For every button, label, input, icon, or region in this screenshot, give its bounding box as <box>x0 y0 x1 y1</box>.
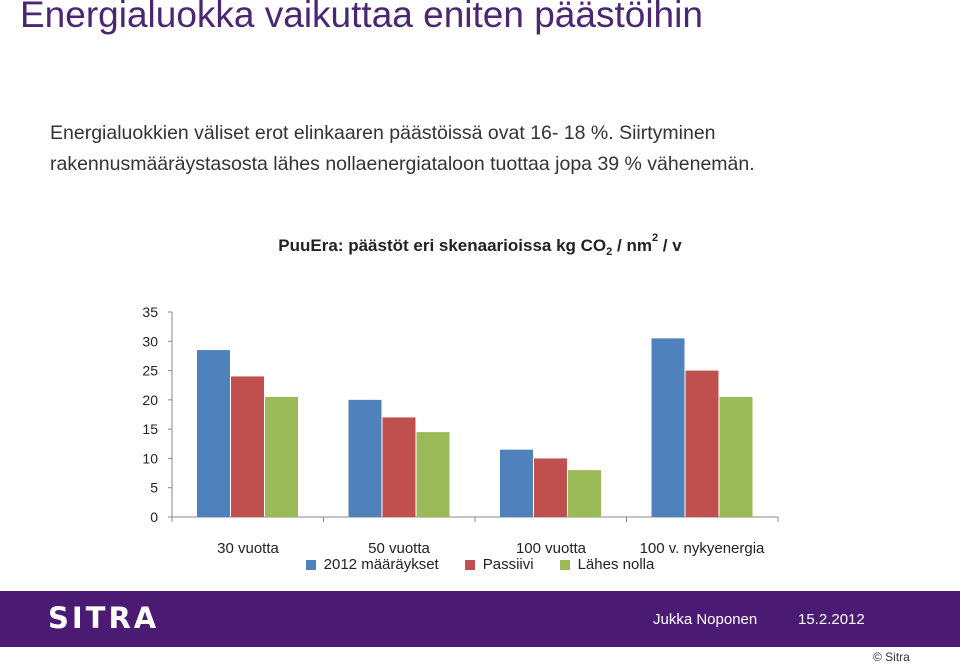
bar-2012-1 <box>348 399 382 517</box>
x-category-label: 50 vuotta <box>368 540 430 557</box>
bar-lahes-nolla-3 <box>719 396 753 517</box>
intro-text: Energialuokkien väliset erot elinkaaren … <box>50 118 930 180</box>
bar-passiivi-1 <box>382 417 416 517</box>
chart-title-end: / v <box>658 236 682 255</box>
chart-title-subscript: 2 <box>606 246 613 258</box>
x-category-label: 100 v. nykyenergia <box>640 540 765 557</box>
footer-bar: SITRA Jukka Noponen 15.2.2012 <box>0 591 960 647</box>
chart-title-mid: / nm <box>612 236 652 255</box>
y-tick-label: 15 <box>142 421 158 437</box>
bar-passiivi-3 <box>685 370 719 517</box>
y-tick-label: 35 <box>142 304 158 320</box>
slide-title: Energialuokka vaikuttaa eniten päästöihi… <box>20 0 703 35</box>
chart-title: PuuEra: päästöt eri skenaarioissa kg CO2… <box>0 232 960 258</box>
bar-passiivi-0 <box>231 376 264 517</box>
chart-legend: 2012 määräykset Passiivi Lähes nolla <box>0 556 960 573</box>
x-category-label: 100 vuotta <box>516 540 587 557</box>
footer-date: 15.2.2012 <box>798 611 865 628</box>
y-tick-label: 30 <box>142 333 158 349</box>
legend-item-lahes-nolla: Lähes nolla <box>559 556 655 573</box>
bar-lahes-nolla-0 <box>265 396 298 517</box>
legend-swatch-lahes-nolla <box>559 559 570 570</box>
y-tick-label: 0 <box>150 509 158 525</box>
chart-title-main: PuuEra: päästöt eri skenaarioissa kg CO <box>278 236 607 255</box>
bar-2012-0 <box>197 350 230 517</box>
bar-lahes-nolla-2 <box>568 470 601 517</box>
bar-chart: 0 5 10 15 20 25 30 35 30 vuotta 50 vuotta 100 vuot… <box>142 304 779 557</box>
legend-label-2012: 2012 määräykset <box>323 556 439 573</box>
intro-line-1: Energialuokkien väliset erot elinkaaren … <box>50 122 716 144</box>
legend-item-2012: 2012 määräykset <box>305 556 439 573</box>
x-category-label: 30 vuotta <box>217 540 279 557</box>
y-tick-label: 25 <box>142 363 158 379</box>
y-tick-label: 20 <box>142 392 158 408</box>
sitra-logo: SITRA <box>48 601 160 635</box>
bar-2012-3 <box>651 338 685 517</box>
legend-item-passiivi: Passiivi <box>464 556 534 573</box>
footer-author: Jukka Noponen <box>653 611 758 628</box>
bar-lahes-nolla-1 <box>416 432 450 517</box>
legend-swatch-passiivi <box>464 559 475 570</box>
bar-2012-2 <box>500 449 533 517</box>
chart-title-superscript: 2 <box>651 232 659 244</box>
y-tick-label: 5 <box>150 480 158 496</box>
bar-passiivi-2 <box>534 458 567 517</box>
legend-label-lahes-nolla: Lähes nolla <box>577 556 655 573</box>
copyright-notice: © Sitra <box>873 650 910 664</box>
legend-label-passiivi: Passiivi <box>482 556 534 573</box>
y-tick-label: 10 <box>142 450 158 466</box>
legend-swatch-2012 <box>305 559 316 570</box>
intro-line-2: rakennusmääräystasosta lähes nollaenergi… <box>50 153 755 175</box>
